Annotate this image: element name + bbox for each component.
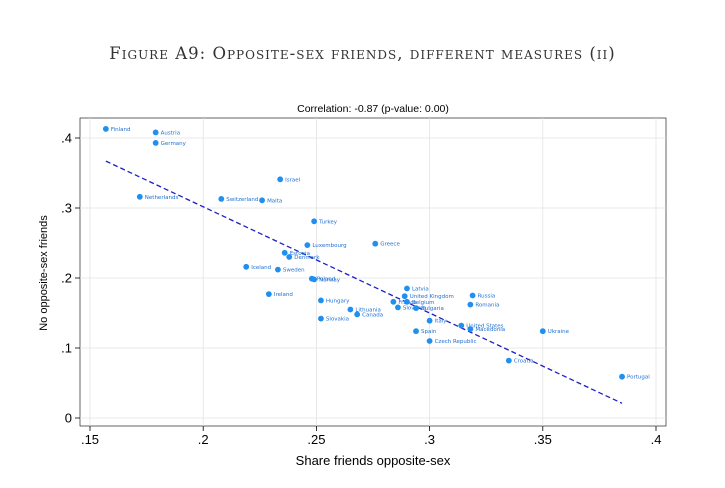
point-label: United States bbox=[466, 324, 503, 330]
point-label: Turkey bbox=[318, 219, 338, 225]
point-label: Belgium bbox=[412, 300, 435, 306]
data-point bbox=[243, 263, 250, 270]
data-point bbox=[152, 140, 159, 146]
point-label: Malta bbox=[267, 198, 282, 204]
data-point bbox=[401, 293, 408, 300]
x-tick-label: .2 bbox=[198, 432, 209, 447]
data-point bbox=[426, 338, 433, 344]
point-label: Romania bbox=[475, 303, 499, 309]
data-point bbox=[277, 176, 284, 183]
x-axis-title: Share friends opposite-sex bbox=[296, 453, 451, 468]
data-point bbox=[286, 254, 293, 260]
point-label: Lithuania bbox=[355, 308, 380, 314]
data-point bbox=[318, 315, 324, 322]
data-point bbox=[458, 322, 465, 329]
data-point bbox=[426, 317, 433, 324]
data-point bbox=[390, 298, 397, 305]
point-label: Austria bbox=[161, 130, 180, 136]
point-label: Latvia bbox=[412, 287, 429, 293]
point-label: Luxembourg bbox=[312, 243, 346, 249]
point-label: Canada bbox=[362, 312, 383, 318]
point-label: Portugal bbox=[627, 375, 650, 381]
chart-title: Correlation: -0.87 (p-value: 0.00) bbox=[297, 103, 449, 115]
data-point bbox=[152, 129, 159, 136]
data-point bbox=[354, 311, 361, 318]
data-point bbox=[404, 285, 410, 292]
point-label: Greece bbox=[380, 242, 400, 248]
point-label: Poland bbox=[317, 277, 335, 283]
point-label: Finland bbox=[111, 127, 131, 133]
data-point bbox=[413, 305, 419, 311]
data-point bbox=[265, 291, 272, 297]
point-label: Estonia bbox=[290, 251, 310, 257]
data-point bbox=[275, 266, 281, 273]
data-point bbox=[539, 328, 546, 335]
y-axis-title: No opposite-sex friends bbox=[38, 215, 50, 331]
data-point bbox=[304, 242, 311, 249]
point-label: Hungary bbox=[326, 298, 350, 304]
data-point bbox=[281, 249, 288, 256]
x-tick-label: .4 bbox=[651, 432, 662, 447]
fit-line-group bbox=[105, 160, 623, 404]
data-point bbox=[311, 218, 318, 225]
fit-line bbox=[105, 160, 623, 404]
plot-frame bbox=[79, 117, 667, 427]
x-tick-label: .15 bbox=[81, 432, 99, 447]
data-points: Finland Austria Germany Netherlands Switzerl… bbox=[102, 125, 650, 381]
point-label: Spain bbox=[421, 329, 437, 335]
data-point bbox=[372, 240, 379, 247]
data-point bbox=[404, 298, 410, 305]
data-point bbox=[102, 125, 109, 132]
point-label: Denmark bbox=[294, 255, 320, 261]
x-tick-label: .25 bbox=[307, 432, 325, 447]
point-label: Germany bbox=[161, 141, 187, 147]
data-point bbox=[413, 328, 419, 335]
point-label: United Kingdom bbox=[410, 294, 454, 300]
y-tick-label: .4 bbox=[61, 131, 72, 146]
data-point bbox=[467, 326, 474, 332]
data-point bbox=[218, 196, 225, 202]
point-label: Russia bbox=[478, 294, 496, 300]
point-label: Ireland bbox=[274, 292, 293, 298]
point-label: Slovakia bbox=[326, 317, 349, 323]
x-tick-label: .3 bbox=[424, 432, 435, 447]
point-label: Bulgaria bbox=[421, 306, 444, 312]
figure-title: Figure A9: Opposite-sex friends, differe… bbox=[109, 44, 616, 63]
y-tick-label: 0 bbox=[65, 411, 72, 426]
y-tick-label: .2 bbox=[61, 271, 72, 286]
axes: .15 .2 .25 .3 .35 .4 0 .1 .2 .3 .4 bbox=[61, 131, 661, 448]
grid-lines bbox=[80, 118, 666, 426]
point-label: Sweden bbox=[283, 268, 305, 274]
point-label: Czech Republic bbox=[435, 339, 477, 345]
data-point bbox=[311, 276, 318, 283]
data-point bbox=[619, 373, 625, 380]
point-label: Italy bbox=[435, 319, 448, 325]
point-label: Israel bbox=[285, 177, 301, 183]
point-label: Macedonia bbox=[475, 327, 505, 333]
data-point bbox=[469, 292, 476, 299]
data-point bbox=[259, 197, 265, 204]
point-label: Ukraine bbox=[548, 329, 570, 335]
point-label: Iceland bbox=[251, 265, 271, 271]
data-point bbox=[318, 297, 324, 304]
data-point bbox=[136, 193, 143, 200]
point-label: Switzerland bbox=[226, 197, 258, 203]
x-tick-label: .35 bbox=[534, 432, 552, 447]
point-label: Croatia bbox=[514, 359, 534, 365]
point-label: Netherlands bbox=[145, 195, 179, 201]
y-tick-label: .3 bbox=[61, 201, 72, 216]
point-label: Norway bbox=[319, 277, 341, 283]
data-point bbox=[505, 357, 512, 364]
data-point bbox=[395, 304, 401, 311]
y-tick-label: .1 bbox=[61, 341, 72, 356]
data-point bbox=[347, 306, 354, 313]
data-point bbox=[467, 301, 474, 308]
